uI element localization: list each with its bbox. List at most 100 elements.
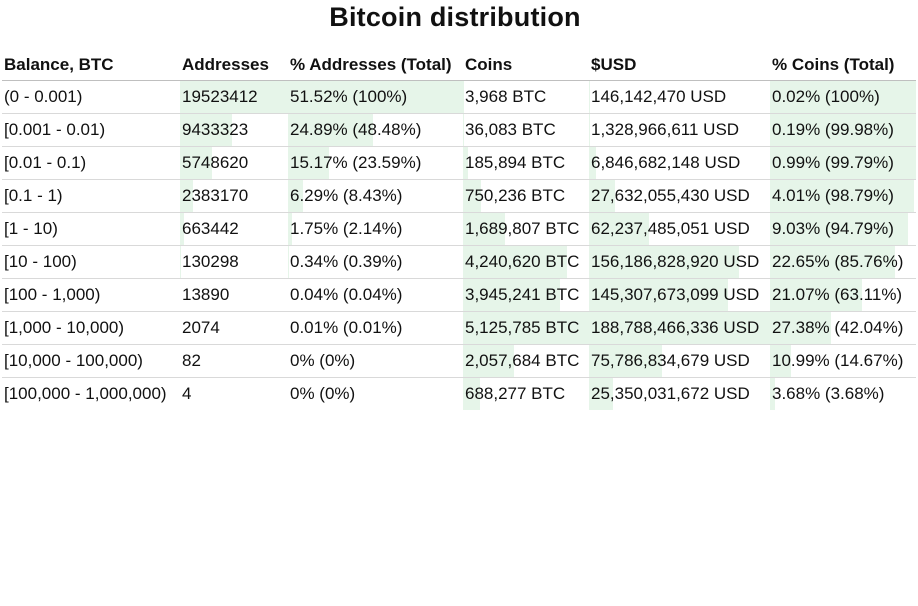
value-bar [589, 377, 614, 410]
pct-addresses-cell: 0.01% (0.01%) [288, 310, 463, 344]
pct-addresses-value: 0% (0%) [290, 350, 356, 370]
value-bar [180, 179, 194, 212]
addresses-cell: 663442 [180, 211, 288, 245]
coins-value: 750,236 BTC [465, 185, 566, 205]
value-bar [180, 212, 184, 245]
addresses-value: 82 [182, 350, 201, 370]
coins-value: 3,945,241 BTC [465, 284, 580, 304]
col-header-coins: Coins [465, 54, 513, 74]
col-header-pct-coins: % Coins (Total) [772, 54, 895, 74]
balance-value: [1,000 - 10,000) [4, 317, 125, 337]
usd-cell: 188,788,466,336 USD [589, 310, 770, 344]
col-header-usd: $USD [591, 54, 637, 74]
pct-addresses-cell: 0% (0%) [288, 376, 463, 410]
col-header-balance: Balance, BTC [4, 54, 114, 74]
value-bar [589, 179, 616, 212]
balance-cell: (0 - 0.001) [2, 79, 180, 113]
coins-cell: 688,277 BTC [463, 376, 589, 410]
usd-value: 156,186,828,920 USD [591, 251, 760, 271]
addresses-value: 5748620 [182, 152, 249, 172]
table-row: [100,000 - 1,000,000) 4 0% (0%) 688,277 BTC… [2, 376, 916, 410]
value-bar [463, 113, 464, 146]
distribution-table: Balance, BTC Addresses % Addresses (Tota… [2, 36, 916, 410]
usd-cell: 145,307,673,099 USD [589, 277, 770, 311]
value-bar [589, 311, 770, 344]
value-bar [463, 245, 568, 278]
balance-cell: [0.01 - 0.1) [2, 145, 180, 179]
coins-cell: 2,057,684 BTC [463, 343, 589, 377]
addresses-cell: 82 [180, 343, 288, 377]
table-body: (0 - 0.001) 19523412 51.52% (100%) 3,968 BT… [2, 79, 916, 410]
pct-coins-value: 4.01% (98.79%) [772, 185, 894, 205]
balance-value: [0.1 - 1) [4, 185, 63, 205]
addresses-cell: 130298 [180, 244, 288, 278]
balance-cell: [0.001 - 0.01) [2, 112, 180, 146]
value-bar [180, 113, 233, 146]
value-bar [288, 179, 303, 212]
balance-value: [100 - 1,000) [4, 284, 101, 304]
balance-cell: [100,000 - 1,000,000) [2, 376, 180, 410]
coins-value: 5,125,785 BTC [465, 317, 580, 337]
coins-cell: 36,083 BTC [463, 112, 589, 146]
balance-value: [0.001 - 0.01) [4, 119, 106, 139]
usd-value: 62,237,485,051 USD [591, 218, 750, 238]
pct-coins-cell: 3.68% (3.68%) [770, 376, 916, 410]
usd-cell: 62,237,485,051 USD [589, 211, 770, 245]
value-bar [288, 80, 463, 113]
addresses-value: 2074 [182, 317, 220, 337]
table-row: [0.001 - 0.01) 9433323 24.89% (48.48%) 36,0… [2, 112, 916, 146]
addresses-cell: 19523412 [180, 79, 288, 113]
value-bar [589, 344, 662, 377]
table-row: [10,000 - 100,000) 82 0% (0%) 2,057,684 BTC… [2, 343, 916, 377]
pct-addresses-value: 0.34% (0.39%) [290, 251, 403, 271]
addresses-cell: 2074 [180, 310, 288, 344]
addresses-value: 13890 [182, 284, 230, 304]
usd-cell: 27,632,055,430 USD [589, 178, 770, 212]
table-row: [10 - 100) 130298 0.34% (0.39%) 4,240,620 B… [2, 244, 916, 278]
value-bar [589, 212, 649, 245]
value-bar [463, 179, 482, 212]
pct-addresses-value: 0.04% (0.04%) [290, 284, 403, 304]
pct-addresses-cell: 51.52% (100%) [288, 79, 463, 113]
value-bar [288, 212, 292, 245]
coins-cell: 1,689,807 BTC [463, 211, 589, 245]
pct-addresses-value: 51.52% (100%) [290, 86, 408, 106]
pct-coins-value: 10.99% (14.67%) [772, 350, 904, 370]
usd-cell: 6,846,682,148 USD [589, 145, 770, 179]
usd-cell: 75,786,834,679 USD [589, 343, 770, 377]
value-bar [770, 278, 863, 311]
balance-value: (0 - 0.001) [4, 86, 83, 106]
coins-value: 4,240,620 BTC [465, 251, 580, 271]
pct-addresses-cell: 15.17% (23.59%) [288, 145, 463, 179]
pct-coins-value: 0.99% (99.79%) [772, 152, 894, 172]
usd-cell: 156,186,828,920 USD [589, 244, 770, 278]
coins-value: 688,277 BTC [465, 383, 566, 403]
pct-coins-value: 21.07% (63.11%) [772, 284, 903, 304]
balance-cell: [100 - 1,000) [2, 277, 180, 311]
value-bar [288, 146, 330, 179]
usd-cell: 146,142,470 USD [589, 79, 770, 113]
pct-coins-cell: 0.02% (100%) [770, 79, 916, 113]
col-header-addresses: Addresses [182, 54, 269, 74]
usd-value: 146,142,470 USD [591, 86, 727, 106]
addresses-cell: 13890 [180, 277, 288, 311]
balance-cell: [1,000 - 10,000) [2, 310, 180, 344]
balance-value: [10 - 100) [4, 251, 77, 271]
balance-cell: [10,000 - 100,000) [2, 343, 180, 377]
usd-cell: 25,350,031,672 USD [589, 376, 770, 410]
usd-value: 6,846,682,148 USD [591, 152, 741, 172]
addresses-cell: 2383170 [180, 178, 288, 212]
pct-coins-cell: 4.01% (98.79%) [770, 178, 916, 212]
pct-addresses-value: 6.29% (8.43%) [290, 185, 403, 205]
pct-coins-cell: 0.99% (99.79%) [770, 145, 916, 179]
value-bar [770, 377, 776, 410]
value-bar [770, 344, 792, 377]
pct-coins-cell: 21.07% (63.11%) [770, 277, 916, 311]
value-bar [770, 179, 915, 212]
pct-addresses-cell: 24.89% (48.48%) [288, 112, 463, 146]
coins-cell: 3,968 BTC [463, 79, 589, 113]
table-row: [0.1 - 1) 2383170 6.29% (8.43%) 750,236 BTC… [2, 178, 916, 212]
pct-addresses-cell: 0% (0%) [288, 343, 463, 377]
addresses-value: 19523412 [182, 86, 258, 106]
balance-cell: [10 - 100) [2, 244, 180, 278]
